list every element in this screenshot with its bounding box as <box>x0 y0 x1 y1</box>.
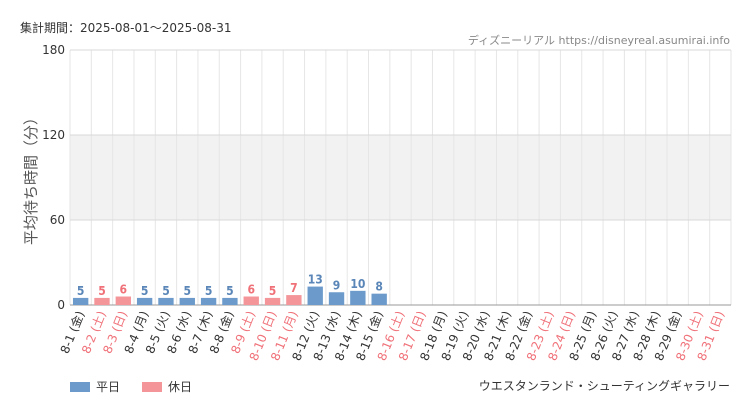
data-label: 8 <box>375 280 383 294</box>
y-tick-label: 0 <box>57 298 65 312</box>
bar <box>158 297 174 305</box>
data-label: 13 <box>308 273 323 287</box>
legend-label-holiday: 休日 <box>168 380 193 394</box>
bar <box>307 286 323 305</box>
data-label: 6 <box>247 283 255 297</box>
bar <box>72 297 89 305</box>
legend-item-holiday: 休日 <box>142 378 192 395</box>
data-label: 5 <box>205 284 213 298</box>
data-label: 10 <box>350 277 365 291</box>
legend: 平日 休日 <box>70 378 214 395</box>
bar <box>94 297 110 305</box>
data-label: 5 <box>141 284 149 298</box>
bar <box>222 297 238 305</box>
y-tick-label: 120 <box>42 128 65 142</box>
attraction-name: ウエスタンランド・シューティングギャラリー <box>478 379 730 393</box>
legend-item-weekday: 平日 <box>70 378 120 395</box>
bar <box>371 293 387 305</box>
legend-label-weekday: 平日 <box>96 380 121 394</box>
legend-swatch-weekday <box>70 381 90 392</box>
data-label: 6 <box>120 283 128 297</box>
shaded-band <box>70 135 731 220</box>
bar <box>264 297 281 305</box>
legend-swatch-holiday <box>142 381 163 392</box>
period-label: 集計期間：2025-08-01～2025-08-31 <box>20 21 232 35</box>
y-tick-label: 180 <box>42 43 65 57</box>
data-label: 5 <box>162 284 170 298</box>
bar <box>350 290 366 305</box>
site-credit: ディズニーリアル https://disneyreal.asumirai.inf… <box>467 34 730 47</box>
data-label: 5 <box>269 284 277 298</box>
bar <box>286 295 302 305</box>
data-label: 5 <box>184 284 192 298</box>
data-label: 7 <box>290 281 298 295</box>
data-label: 5 <box>77 284 85 298</box>
bar <box>179 297 195 305</box>
y-tick-label: 60 <box>50 213 65 227</box>
data-label: 9 <box>333 278 341 292</box>
data-label: 5 <box>226 284 234 298</box>
bar <box>200 297 217 305</box>
bar <box>243 296 259 305</box>
data-label: 5 <box>98 284 106 298</box>
y-axis-label: 平均待ち時間（分） <box>22 110 40 245</box>
bar <box>115 296 131 305</box>
bar <box>136 297 153 305</box>
bar <box>328 292 345 305</box>
